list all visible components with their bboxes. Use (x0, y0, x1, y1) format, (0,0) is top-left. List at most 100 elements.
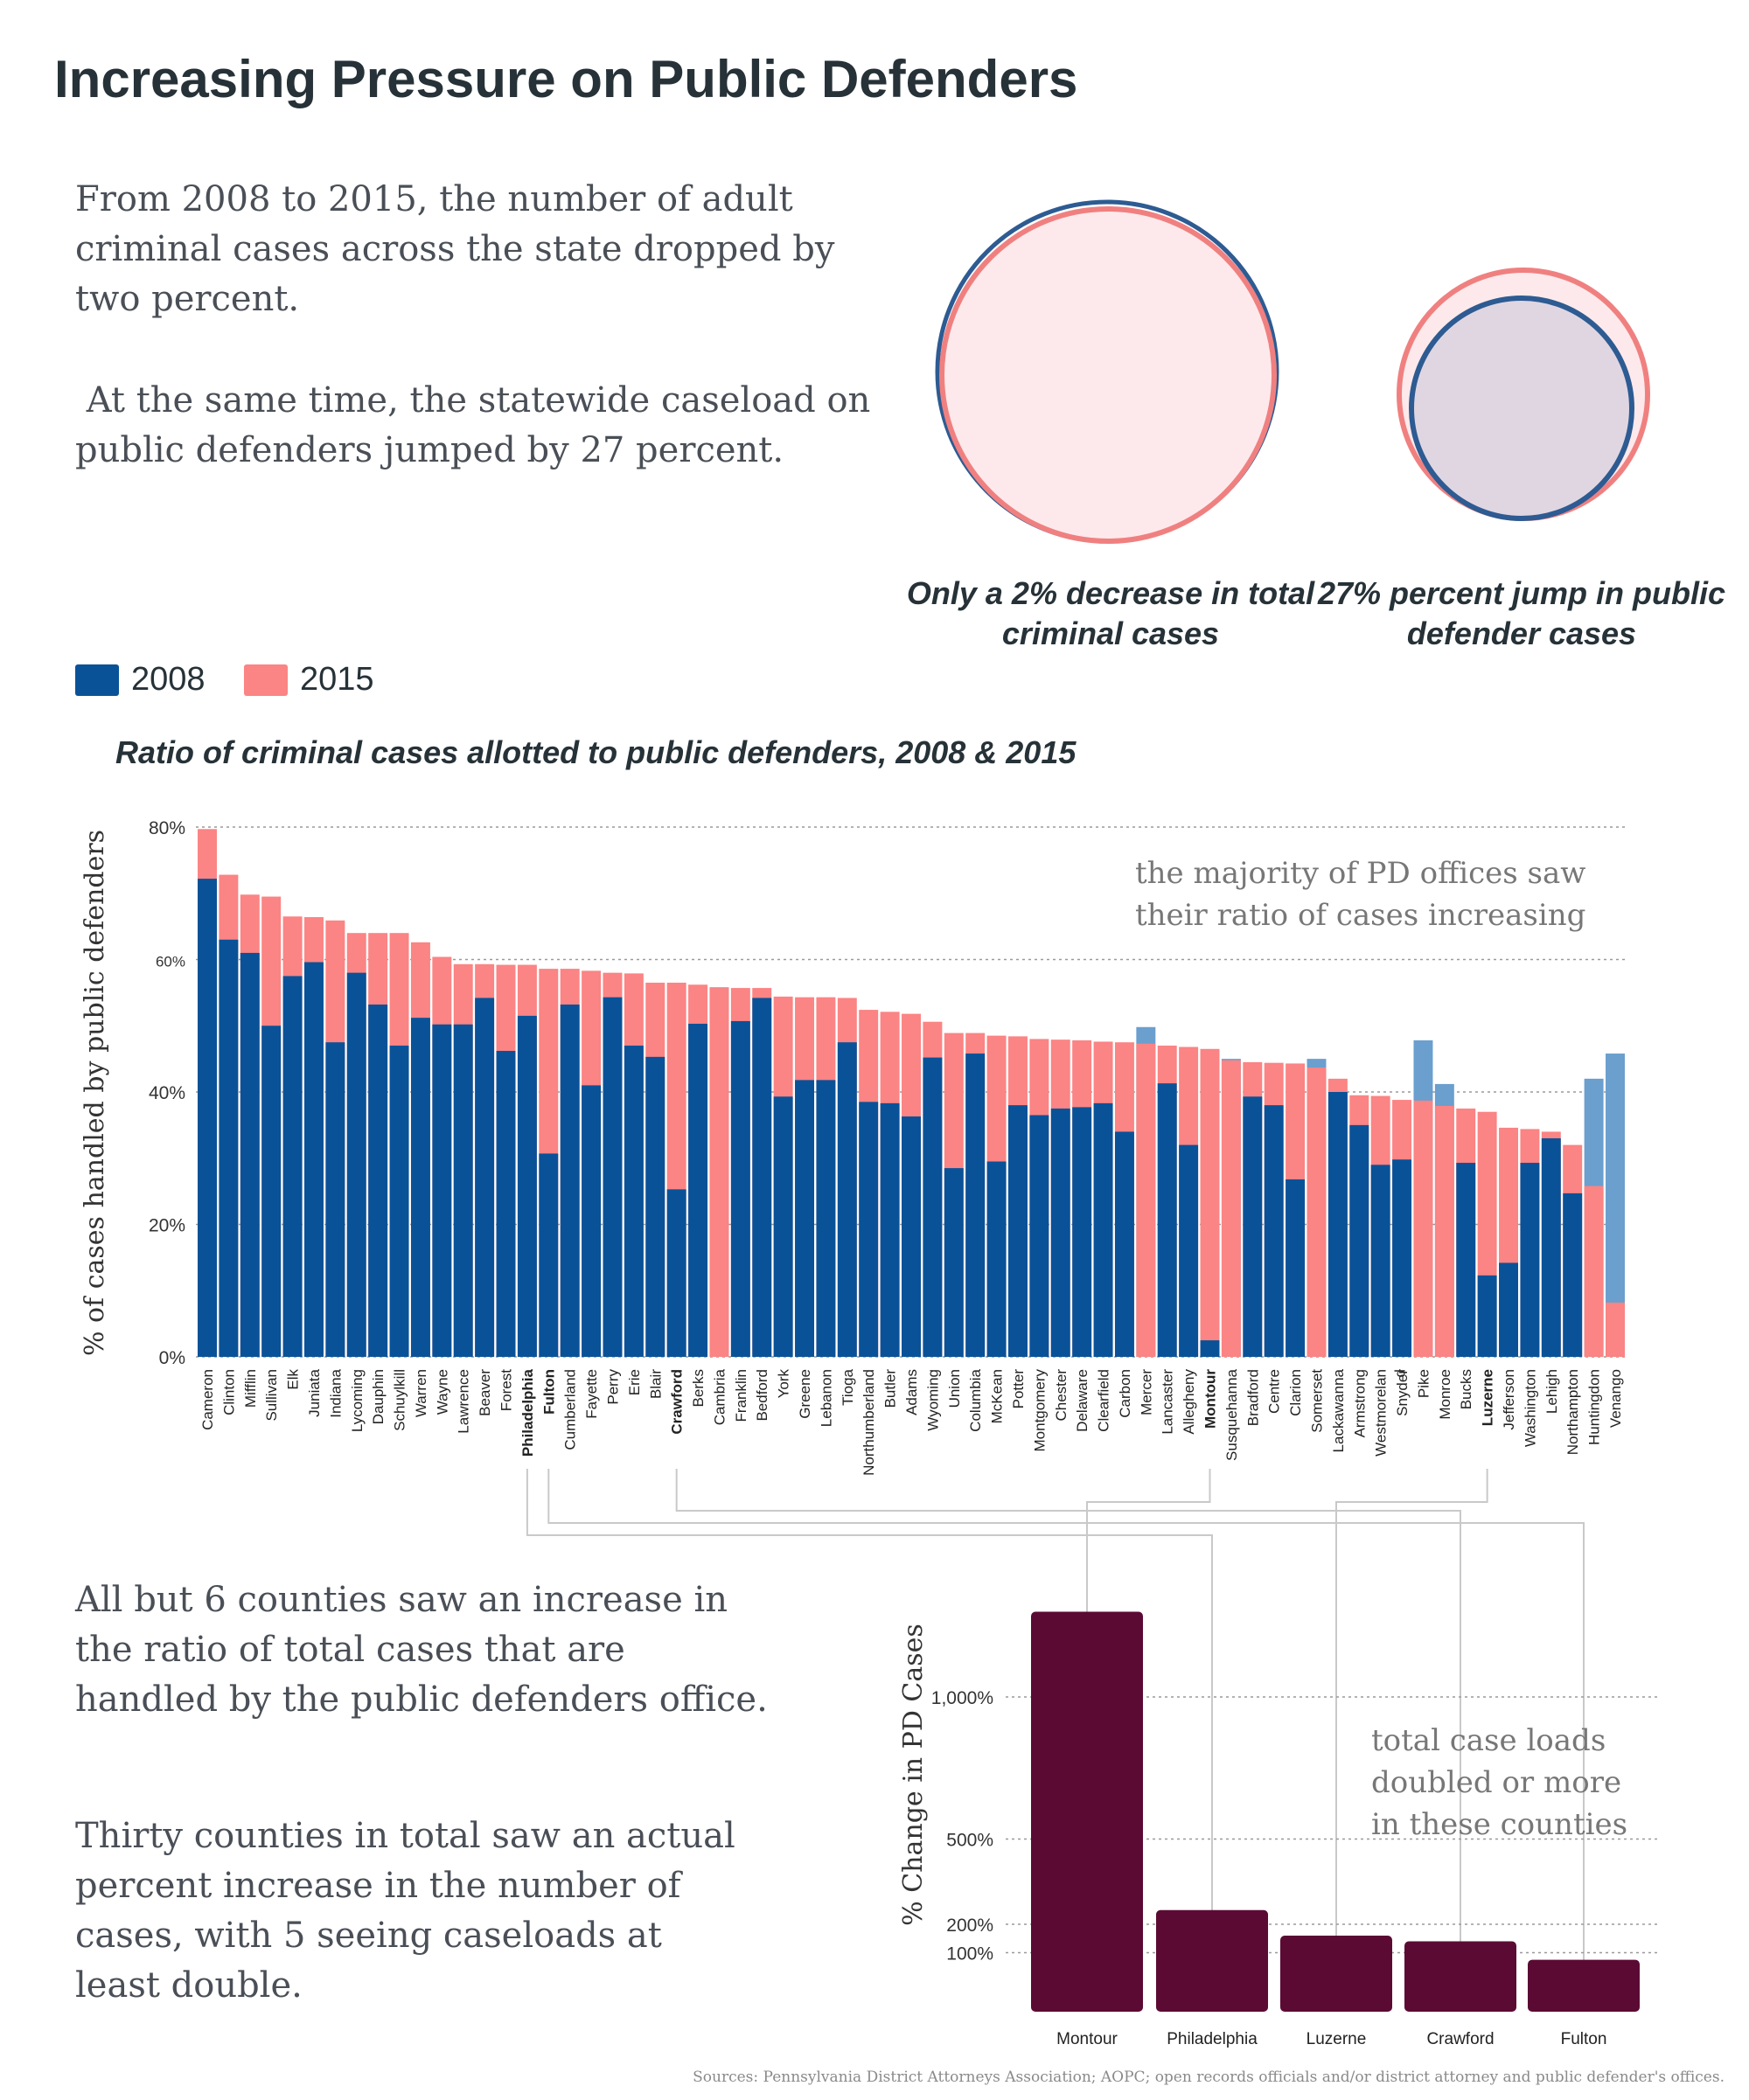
ratio-category-label: Montgomery (1031, 1369, 1048, 1452)
ratio-y-tick-label: 80% (149, 818, 185, 838)
bar-2008 (645, 1056, 665, 1357)
ratio-category-label: Mercer (1138, 1369, 1154, 1415)
ratio-category-label: Huntingdon (1586, 1369, 1603, 1445)
legend-swatch-2015 (244, 664, 288, 696)
ratio-annotation: the majority of PD offices saw their rati… (1135, 856, 1585, 933)
ratio-category-label: Franklin (733, 1369, 749, 1422)
bar-2008 (1050, 1108, 1070, 1357)
ratio-category-label: Warren (413, 1369, 429, 1417)
ratio-category-label: Berks (690, 1369, 707, 1407)
ratio-y-tick-label: 60% (156, 954, 185, 970)
ratio-category-label: Lackawanna (1330, 1368, 1347, 1452)
bar-2015 (1606, 1302, 1625, 1357)
ratio-category-label: Crawford (669, 1369, 686, 1435)
ratio-category-label: Clinton (220, 1369, 237, 1415)
bar-2008 (496, 1051, 516, 1357)
bar-2008 (1563, 1193, 1583, 1357)
legend-item-2015: 2015 (244, 661, 374, 699)
change-category-label: Crawford (1426, 2030, 1494, 2048)
ratio-category-label: Clarion (1287, 1369, 1304, 1416)
comparison-circles (935, 199, 1650, 544)
bar-2008 (325, 1042, 345, 1357)
bar-2008 (837, 1042, 857, 1357)
ratio-category-label: Monroe (1437, 1369, 1453, 1420)
ratio-category-label: Delaware (1074, 1369, 1091, 1432)
body-paragraph-1: All but 6 counties saw an increase in th… (75, 1580, 768, 1720)
change-y-axis-label: % Change in PD Cases (898, 1624, 929, 1926)
ratio-category-label: Cumberland (562, 1369, 579, 1450)
change-y-tick-label: 100% (946, 1944, 993, 1964)
ratio-category-label: Bedford (754, 1369, 770, 1422)
change-bar-philadelphia (1156, 1909, 1268, 2012)
ratio-category-label: Potter (1010, 1369, 1027, 1409)
ratio-category-label: Philadelphia (519, 1368, 536, 1457)
connector-crawford (675, 1469, 1461, 2002)
bar-2008 (816, 1080, 836, 1357)
change-bar-montour (1031, 1611, 1143, 2012)
bar-2008 (1072, 1107, 1092, 1357)
ratio-chart-title: Ratio of criminal cases allotted to publ… (115, 734, 1077, 770)
ratio-category-label: Centre (1266, 1369, 1283, 1414)
ratio-category-label: Union (946, 1369, 963, 1408)
ratio-category-label: Elk (285, 1369, 302, 1390)
ratio-category-label: Cameron (199, 1369, 216, 1430)
chart-legend: 2008 2015 (75, 661, 409, 705)
bar-2008 (1007, 1105, 1028, 1357)
legend-label-2008: 2008 (131, 661, 206, 698)
total-cases-circles (935, 199, 1279, 544)
bar-2008 (1520, 1163, 1540, 1357)
ratio-category-label: Chester (1053, 1369, 1070, 1422)
bar-2008 (859, 1102, 879, 1357)
ratio-category-label: Wayne (434, 1369, 450, 1415)
ratio-category-label: Venango (1607, 1369, 1624, 1428)
ratio-category-label: Clearfield (1096, 1369, 1112, 1432)
ratio-category-label: Schuylkill (392, 1369, 408, 1431)
ratio-category-label: Armstrong (1351, 1369, 1368, 1437)
ratio-category-label: Bradford (1244, 1369, 1261, 1426)
ratio-category-label: Perry (604, 1369, 621, 1405)
bar-2015 (1413, 1100, 1433, 1357)
bar-2008 (582, 1085, 602, 1357)
ratio-category-label: Tioga (840, 1368, 856, 1405)
ratio-category-label: Northumberland (861, 1369, 877, 1476)
bar-2008 (1200, 1340, 1220, 1357)
ratio-category-label: Lebanon (818, 1369, 834, 1427)
bar-2008 (880, 1102, 900, 1357)
bar-2008 (219, 939, 239, 1357)
ratio-category-label: Snyder (1394, 1369, 1411, 1416)
change-annotation: total case loads doubled or more in these … (1371, 1723, 1627, 1842)
bar-2008 (965, 1053, 986, 1357)
bar-2008 (1456, 1163, 1476, 1357)
change-category-label: Fulton (1561, 2030, 1607, 2048)
change-category-label: Montour (1056, 2030, 1118, 2048)
ratio-category-label: Somerset (1308, 1369, 1325, 1433)
bar-2008 (346, 972, 366, 1357)
bar-2008 (986, 1161, 1007, 1357)
bar-2008 (240, 952, 260, 1357)
bar-2008 (923, 1057, 943, 1357)
bar-2008 (1157, 1083, 1177, 1357)
bar-2008 (560, 1005, 580, 1357)
legend-swatch-2008 (75, 664, 119, 696)
bar-2008 (1286, 1179, 1306, 1357)
change-y-tick-label: 1,000% (931, 1688, 993, 1708)
ratio-category-label: Fayette (583, 1369, 600, 1419)
intro-paragraph-2: At the same time, the statewide caseload… (75, 380, 881, 470)
bar-2008 (475, 998, 495, 1357)
bar-2015 (1221, 1060, 1241, 1357)
bar-2008 (410, 1018, 430, 1357)
bar-2015 (709, 988, 729, 1357)
change-bar-luzerne (1280, 1936, 1392, 2012)
ratio-category-label: Montour (1202, 1369, 1219, 1429)
bar-2008 (1029, 1115, 1049, 1357)
ratio-y-axis-label: % of cases handled by public defenders (80, 830, 110, 1356)
ratio-y-tick-label: 0% (159, 1348, 185, 1368)
ratio-category-label: Jefferson (1501, 1369, 1517, 1430)
source-note: Sources: Pennsylvania District Attorneys… (693, 2069, 1725, 2086)
change-y-tick-label: 500% (946, 1831, 993, 1851)
bar-2015 (1136, 1043, 1156, 1357)
bar-2008 (389, 1045, 409, 1357)
ratio-category-label: Erie (626, 1369, 643, 1395)
